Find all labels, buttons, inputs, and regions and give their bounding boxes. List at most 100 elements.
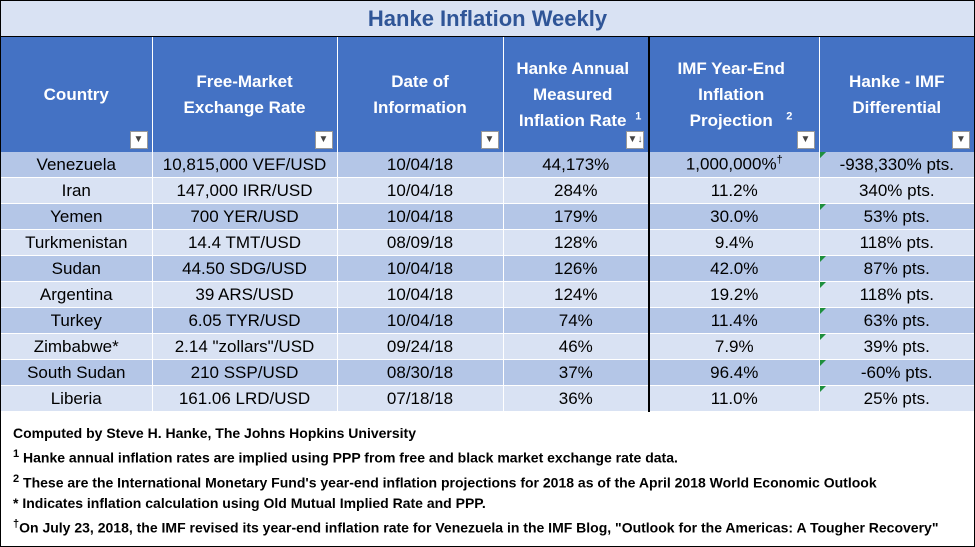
green-triangle-icon [819, 152, 826, 158]
cell-imf[interactable]: 96.4% [648, 359, 820, 386]
cell-imf[interactable]: 9.4% [648, 229, 820, 256]
cell-imf[interactable]: 11.2% [648, 177, 820, 204]
cell-country[interactable]: South Sudan [1, 359, 153, 386]
cell-date[interactable]: 10/04/18 [337, 307, 504, 334]
cell-country[interactable]: Turkmenistan [1, 229, 153, 256]
cell-rate[interactable]: 10,815,000 VEF/USD [152, 152, 338, 178]
cell-diff[interactable]: 118% pts. [819, 229, 974, 256]
cell-hanke[interactable]: 124% [503, 281, 650, 308]
cell-date[interactable]: 10/04/18 [337, 177, 504, 204]
cell-date[interactable]: 10/04/18 [337, 152, 504, 178]
cell-hanke[interactable]: 46% [503, 333, 650, 360]
cell-hanke[interactable]: 179% [503, 203, 650, 230]
table-row[interactable]: Liberia 161.06 LRD/USD 07/18/18 36% 11.0% 25%… [1, 385, 974, 412]
table-row[interactable]: Venezuela 10,815,000 VEF/USD 10/04/18 44,17… [1, 152, 974, 178]
cell-imf[interactable]: 1,000,000%† [648, 152, 820, 178]
cell-imf[interactable]: 7.9% [648, 333, 820, 360]
cell-country[interactable]: Venezuela [1, 152, 153, 178]
cell-diff[interactable]: 39% pts. [819, 333, 974, 360]
cell-country[interactable]: Sudan [1, 255, 153, 282]
sort-desc-filter-icon[interactable]: ▼↓ [626, 131, 644, 149]
cell-imf[interactable]: 11.0% [648, 385, 820, 412]
cell-rate[interactable]: 147,000 IRR/USD [152, 177, 338, 204]
cell-diff[interactable]: 118% pts. [819, 281, 974, 308]
green-triangle-icon [819, 256, 826, 262]
filter-dropdown-icon[interactable]: ▼ [314, 131, 333, 149]
green-triangle-icon [819, 308, 826, 314]
cell-date[interactable]: 08/30/18 [337, 359, 504, 386]
cell-diff[interactable]: 87% pts. [819, 255, 974, 282]
table-row[interactable]: Turkey 6.05 TYR/USD 10/04/18 74% 11.4% 63% pt… [1, 307, 974, 334]
note-text: On July 23, 2018, the IMF revised its ye… [19, 519, 939, 536]
cell-diff[interactable]: -938,330% pts. [819, 152, 974, 178]
cell-imf[interactable]: 19.2% [648, 281, 820, 308]
header-row: Country ▼ Free-Market Exchange Rate ▼ Da… [1, 37, 974, 152]
header-label: Free-Market Exchange Rate [183, 71, 306, 117]
cell-country[interactable]: Argentina [1, 281, 153, 308]
cell-rate[interactable]: 44.50 SDG/USD [152, 255, 338, 282]
col-header-date: Date of Information ▼ [337, 37, 504, 152]
cell-country[interactable]: Iran [1, 177, 153, 204]
header-label: Hanke Annual Measured Inflation Rate [516, 58, 630, 130]
cell-diff[interactable]: 340% pts. [819, 177, 974, 204]
green-triangle-icon [819, 386, 826, 392]
green-triangle-icon [819, 282, 826, 288]
table-row[interactable]: Zimbabwe* 2.14 "zollars"/USD 09/24/18 46% 7.… [1, 333, 974, 360]
cell-date[interactable]: 08/09/18 [337, 229, 504, 256]
note-text: These are the International Monetary Fun… [19, 474, 877, 491]
cell-date[interactable]: 10/04/18 [337, 255, 504, 282]
filter-dropdown-icon[interactable]: ▼ [952, 131, 970, 149]
cell-rate[interactable]: 6.05 TYR/USD [152, 307, 338, 334]
cell-rate[interactable]: 14.4 TMT/USD [152, 229, 338, 256]
cell-diff[interactable]: 25% pts. [819, 385, 974, 412]
footnote-marker: 1 [635, 109, 642, 122]
cell-diff[interactable]: -60% pts. [819, 359, 974, 386]
table-row[interactable]: Iran 147,000 IRR/USD 10/04/18 284% 11.2% 340%… [1, 177, 974, 204]
header-label: IMF Year-End Inflation Projection [677, 58, 785, 130]
note-credit: Computed by Steve H. Hanke, The Johns Ho… [13, 425, 416, 441]
cell-date[interactable]: 09/24/18 [337, 333, 504, 360]
cell-rate[interactable]: 39 ARS/USD [152, 281, 338, 308]
filter-dropdown-icon[interactable]: ▼ [480, 131, 499, 149]
cell-rate[interactable]: 700 YER/USD [152, 203, 338, 230]
cell-hanke[interactable]: 37% [503, 359, 650, 386]
cell-hanke[interactable]: 126% [503, 255, 650, 282]
header-label: Hanke - IMF Differential [849, 71, 945, 117]
cell-date[interactable]: 07/18/18 [337, 385, 504, 412]
cell-country[interactable]: Liberia [1, 385, 153, 412]
sheet-title: Hanke Inflation Weekly [1, 1, 974, 37]
cell-country[interactable]: Zimbabwe* [1, 333, 153, 360]
cell-hanke[interactable]: 74% [503, 307, 650, 334]
table-row[interactable]: Turkmenistan 14.4 TMT/USD 08/09/18 128% 9.4%… [1, 229, 974, 256]
table-row[interactable]: Yemen 700 YER/USD 10/04/18 179% 30.0% 53% pts… [1, 203, 974, 230]
cell-imf[interactable]: 30.0% [648, 203, 820, 230]
table-row[interactable]: Sudan 44.50 SDG/USD 10/04/18 126% 42.0% 87% p… [1, 255, 974, 282]
header-label: Country [43, 84, 109, 104]
table-row[interactable]: Argentina 39 ARS/USD 10/04/18 124% 19.2% 118%… [1, 281, 974, 308]
cell-date[interactable]: 10/04/18 [337, 203, 504, 230]
footnote-marker: † [13, 518, 20, 531]
col-header-imf: IMF Year-End Inflation Projection 2 ▼ [648, 37, 820, 152]
table-row[interactable]: South Sudan 210 SSP/USD 08/30/18 37% 96.4% -6… [1, 359, 974, 386]
filter-dropdown-icon[interactable]: ▼ [129, 131, 148, 149]
green-triangle-icon [819, 204, 826, 210]
cell-diff[interactable]: 63% pts. [819, 307, 974, 334]
note-3: * Indicates inflation calculation using … [13, 495, 486, 512]
cell-imf[interactable]: 11.4% [648, 307, 820, 334]
cell-date[interactable]: 10/04/18 [337, 281, 504, 308]
cell-rate[interactable]: 210 SSP/USD [152, 359, 338, 386]
cell-diff[interactable]: 53% pts. [819, 203, 974, 230]
cell-hanke[interactable]: 44,173% [503, 152, 650, 178]
cell-country[interactable]: Yemen [1, 203, 153, 230]
cell-hanke[interactable]: 36% [503, 385, 650, 412]
footnote-marker: 1 [13, 448, 20, 460]
header-label: Date of Information [373, 71, 467, 117]
cell-hanke[interactable]: 128% [503, 229, 650, 256]
cell-country[interactable]: Turkey [1, 307, 153, 334]
filter-dropdown-icon[interactable]: ▼ [796, 131, 815, 149]
cell-rate[interactable]: 2.14 "zollars"/USD [152, 333, 338, 360]
cell-hanke[interactable]: 284% [503, 177, 650, 204]
cell-imf[interactable]: 42.0% [648, 255, 820, 282]
cell-rate[interactable]: 161.06 LRD/USD [152, 385, 338, 412]
